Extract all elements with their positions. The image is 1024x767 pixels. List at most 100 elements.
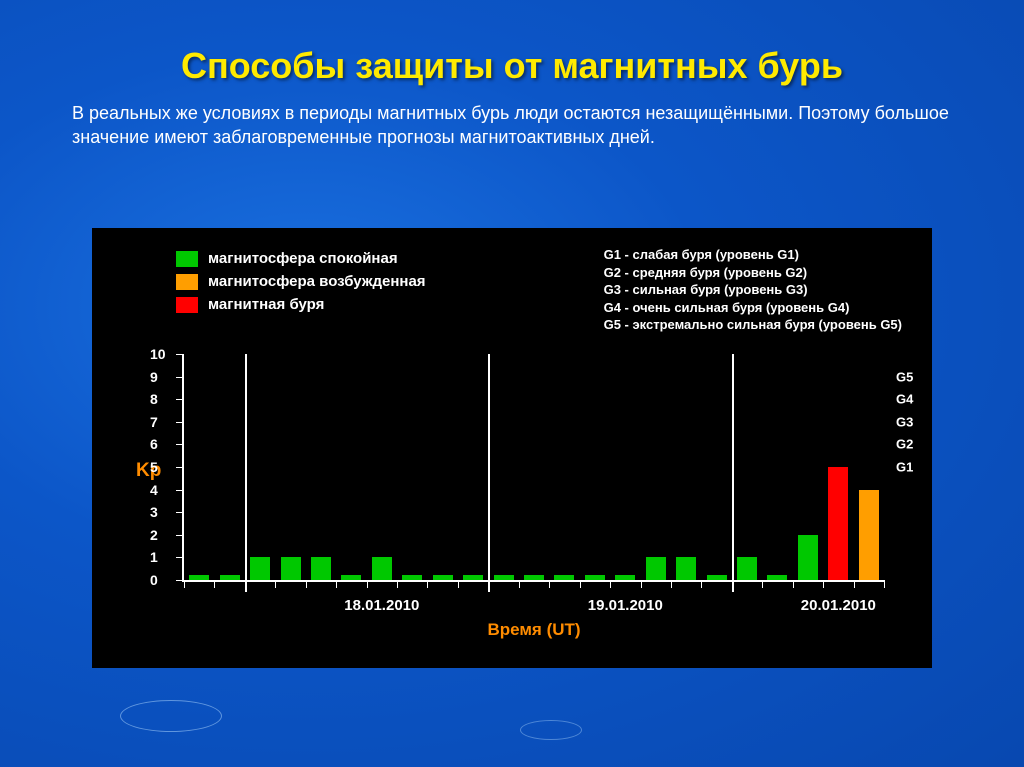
bar [707, 575, 727, 580]
legend-right-line: G2 - средняя буря (уровень G2) [604, 264, 902, 282]
bar [250, 557, 270, 580]
y-tick-label: 0 [150, 572, 158, 588]
x-tick [275, 580, 276, 588]
bar [281, 557, 301, 580]
y-tick-label: 2 [150, 527, 158, 543]
x-tick [580, 580, 581, 588]
y-tick-label: 6 [150, 436, 158, 452]
x-tick [762, 580, 763, 588]
y-tick-label: 1 [150, 549, 158, 565]
plot-area: Время (UT) 01234567891018.01.201019.01.2… [182, 354, 884, 582]
y-tick-label: 9 [150, 369, 158, 385]
x-tick-major [488, 580, 490, 592]
bar [402, 575, 422, 580]
y-tick [176, 467, 184, 468]
legend-label: магнитная буря [208, 296, 324, 313]
bar [311, 557, 331, 580]
g-scale-label: G2 [896, 437, 913, 452]
bar [189, 575, 209, 580]
bar [737, 557, 757, 580]
x-tick [427, 580, 428, 588]
x-axis-title: Время (UT) [487, 620, 580, 640]
x-tick [397, 580, 398, 588]
legend-item: магнитосфера спокойная [176, 250, 426, 267]
x-date-label: 18.01.2010 [344, 597, 419, 614]
legend-right-line: G5 - экстремально сильная буря (уровень … [604, 316, 902, 334]
x-tick-major [245, 580, 247, 592]
x-tick [458, 580, 459, 588]
x-tick [701, 580, 702, 588]
y-tick [176, 354, 184, 355]
bar [828, 467, 848, 580]
bar [585, 575, 605, 580]
legend-swatch [176, 274, 198, 290]
g-scale-label: G1 [896, 460, 913, 475]
bar [341, 575, 361, 580]
slide-title: Способы защиты от магнитных бурь [0, 0, 1024, 87]
chart-container: магнитосфера спокойная магнитосфера возбу… [92, 228, 932, 668]
legend-right: G1 - слабая буря (уровень G1)G2 - средня… [604, 246, 902, 334]
y-tick [176, 580, 184, 581]
bar [615, 575, 635, 580]
y-tick [176, 377, 184, 378]
legend-swatch [176, 251, 198, 267]
x-tick [367, 580, 368, 588]
x-tick [549, 580, 550, 588]
x-tick-major [732, 580, 734, 592]
y-tick [176, 490, 184, 491]
bar [463, 575, 483, 580]
x-date-label: 20.01.2010 [801, 597, 876, 614]
legend-swatch [176, 297, 198, 313]
g-scale-label: G3 [896, 414, 913, 429]
bar [646, 557, 666, 580]
g-scale-label: G4 [896, 392, 913, 407]
bar [767, 575, 787, 580]
y-tick [176, 399, 184, 400]
x-tick [610, 580, 611, 588]
x-tick [793, 580, 794, 588]
y-tick [176, 557, 184, 558]
x-tick [184, 580, 185, 588]
day-separator [488, 354, 490, 580]
x-tick [214, 580, 215, 588]
y-tick-label: 4 [150, 482, 158, 498]
bar [220, 575, 240, 580]
bar [554, 575, 574, 580]
bar [859, 490, 879, 580]
bar [494, 575, 514, 580]
x-tick [336, 580, 337, 588]
legend-label: магнитосфера возбужденная [208, 273, 426, 290]
legend-item: магнитосфера возбужденная [176, 273, 426, 290]
legend-right-line: G4 - очень сильная буря (уровень G4) [604, 299, 902, 317]
y-tick-label: 3 [150, 504, 158, 520]
x-tick [671, 580, 672, 588]
legend-left: магнитосфера спокойная магнитосфера возбу… [176, 250, 426, 319]
bar [433, 575, 453, 580]
x-tick [854, 580, 855, 588]
bar [676, 557, 696, 580]
day-separator [245, 354, 247, 580]
legend-right-line: G1 - слабая буря (уровень G1) [604, 246, 902, 264]
bar [798, 535, 818, 580]
x-tick [306, 580, 307, 588]
bar [372, 557, 392, 580]
x-tick [823, 580, 824, 588]
y-tick [176, 422, 184, 423]
y-tick [176, 535, 184, 536]
y-tick-label: 5 [150, 459, 158, 475]
legend-item: магнитная буря [176, 296, 426, 313]
y-tick-label: 10 [150, 346, 166, 362]
x-tick [884, 580, 885, 588]
y-tick-label: 8 [150, 391, 158, 407]
x-date-label: 19.01.2010 [588, 597, 663, 614]
bar [524, 575, 544, 580]
y-tick-label: 7 [150, 414, 158, 430]
x-tick [519, 580, 520, 588]
y-tick [176, 444, 184, 445]
legend-right-line: G3 - сильная буря (уровень G3) [604, 281, 902, 299]
slide-subtitle: В реальных же условиях в периоды магнитн… [0, 87, 1024, 150]
legend-label: магнитосфера спокойная [208, 250, 398, 267]
y-tick [176, 512, 184, 513]
day-separator [732, 354, 734, 580]
x-tick [641, 580, 642, 588]
